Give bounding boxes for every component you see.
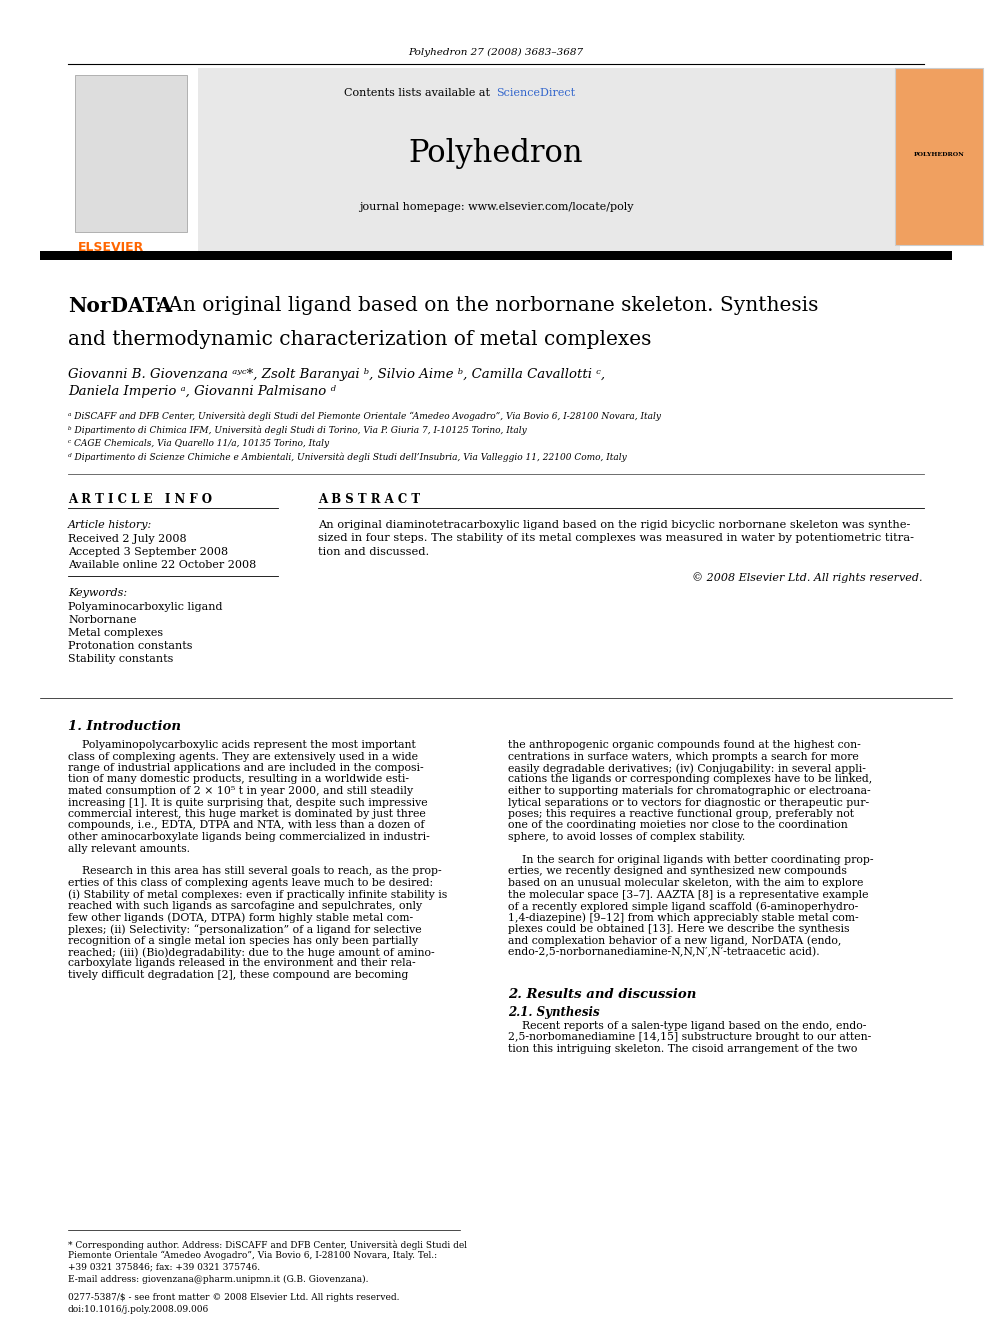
Text: easily degradable derivatives; (iv) Conjugability: in several appli-: easily degradable derivatives; (iv) Conj… bbox=[508, 763, 866, 774]
Text: ᵃ DiSCAFF and DFB Center, Università degli Studi del Piemonte Orientale “Amedeo : ᵃ DiSCAFF and DFB Center, Università deg… bbox=[68, 411, 661, 422]
Text: the molecular space [3–7]. AAZTA [8] is a representative example: the molecular space [3–7]. AAZTA [8] is … bbox=[508, 889, 869, 900]
Text: Polyhedron 27 (2008) 3683–3687: Polyhedron 27 (2008) 3683–3687 bbox=[409, 48, 583, 57]
Text: ᵈ Dipartimento di Scienze Chimiche e Ambientali, Università degli Studi dell’Ins: ᵈ Dipartimento di Scienze Chimiche e Amb… bbox=[68, 452, 627, 462]
Text: ᵇ Dipartimento di Chimica IFM, Università degli Studi di Torino, Via P. Giuria 7: ᵇ Dipartimento di Chimica IFM, Universit… bbox=[68, 426, 527, 435]
Text: of a recently explored simple ligand scaffold (6-aminoperhydro-: of a recently explored simple ligand sca… bbox=[508, 901, 858, 912]
Text: tion this intriguing skeleton. The cisoid arrangement of the two: tion this intriguing skeleton. The cisoi… bbox=[508, 1044, 857, 1054]
Text: commercial interest, this huge market is dominated by just three: commercial interest, this huge market is… bbox=[68, 808, 426, 819]
Text: increasing [1]. It is quite surprising that, despite such impressive: increasing [1]. It is quite surprising t… bbox=[68, 798, 428, 807]
Text: Research in this area has still several goals to reach, as the prop-: Research in this area has still several … bbox=[68, 867, 441, 877]
Bar bbox=[895, 67, 983, 245]
Text: compounds, i.e., EDTA, DTPA and NTA, with less than a dozen of: compounds, i.e., EDTA, DTPA and NTA, wit… bbox=[68, 820, 425, 831]
Text: Polyaminocarboxylic ligand: Polyaminocarboxylic ligand bbox=[68, 602, 222, 613]
Text: sized in four steps. The stability of its metal complexes was measured in water : sized in four steps. The stability of it… bbox=[318, 533, 914, 544]
Text: tively difficult degradation [2], these compound are becoming: tively difficult degradation [2], these … bbox=[68, 970, 409, 980]
Text: Protonation constants: Protonation constants bbox=[68, 642, 192, 651]
Text: Contents lists available at: Contents lists available at bbox=[343, 89, 493, 98]
Bar bbox=[40, 251, 952, 261]
Text: carboxylate ligands released in the environment and their rela-: carboxylate ligands released in the envi… bbox=[68, 958, 416, 968]
Text: and thermodynamic characterization of metal complexes: and thermodynamic characterization of me… bbox=[68, 329, 652, 349]
Text: Recent reports of a salen-type ligand based on the endo, endo-: Recent reports of a salen-type ligand ba… bbox=[508, 1021, 866, 1031]
Text: Giovanni B. Giovenzana ᵃʸᶜ*, Zsolt Baranyai ᵇ, Silvio Aime ᵇ, Camilla Cavallotti: Giovanni B. Giovenzana ᵃʸᶜ*, Zsolt Baran… bbox=[68, 368, 605, 381]
Text: one of the coordinating moieties nor close to the coordination: one of the coordinating moieties nor clo… bbox=[508, 820, 848, 831]
Text: Keywords:: Keywords: bbox=[68, 587, 127, 598]
Text: Stability constants: Stability constants bbox=[68, 654, 174, 664]
Text: plexes; (ii) Selectivity: “personalization” of a ligand for selective: plexes; (ii) Selectivity: “personalizati… bbox=[68, 923, 422, 935]
Text: endo-2,5-norbornanediamine-N,N,N′,N′-tetraacetic acid).: endo-2,5-norbornanediamine-N,N,N′,N′-tet… bbox=[508, 947, 819, 958]
Text: and complexation behavior of a new ligand, NorDATA (endo,: and complexation behavior of a new ligan… bbox=[508, 935, 841, 946]
Text: either to supporting materials for chromatographic or electroana-: either to supporting materials for chrom… bbox=[508, 786, 871, 796]
Text: Piemonte Orientale “Amedeo Avogadro”, Via Bovio 6, I-28100 Novara, Italy. Tel.:: Piemonte Orientale “Amedeo Avogadro”, Vi… bbox=[68, 1252, 437, 1261]
Text: Article history:: Article history: bbox=[68, 520, 152, 531]
Text: plexes could be obtained [13]. Here we describe the synthesis: plexes could be obtained [13]. Here we d… bbox=[508, 923, 849, 934]
Text: the anthropogenic organic compounds found at the highest con-: the anthropogenic organic compounds foun… bbox=[508, 740, 861, 750]
Text: ScienceDirect: ScienceDirect bbox=[496, 89, 575, 98]
Text: Received 2 July 2008: Received 2 July 2008 bbox=[68, 534, 186, 544]
Text: ELSEVIER: ELSEVIER bbox=[78, 241, 144, 254]
Text: 2,5-norbomanediamine [14,15] substructure brought to our atten-: 2,5-norbomanediamine [14,15] substructur… bbox=[508, 1032, 871, 1043]
Text: ᶜ CAGE Chemicals, Via Quarello 11/a, 10135 Torino, Italy: ᶜ CAGE Chemicals, Via Quarello 11/a, 101… bbox=[68, 439, 329, 448]
Bar bbox=[68, 67, 900, 251]
Text: Available online 22 October 2008: Available online 22 October 2008 bbox=[68, 560, 256, 570]
Text: : An original ligand based on the norbornane skeleton. Synthesis: : An original ligand based on the norbor… bbox=[155, 296, 818, 315]
Text: doi:10.1016/j.poly.2008.09.006: doi:10.1016/j.poly.2008.09.006 bbox=[68, 1304, 209, 1314]
Text: 0277-5387/$ - see front matter © 2008 Elsevier Ltd. All rights reserved.: 0277-5387/$ - see front matter © 2008 El… bbox=[68, 1293, 400, 1302]
Text: 2. Results and discussion: 2. Results and discussion bbox=[508, 988, 696, 1002]
Text: Accepted 3 September 2008: Accepted 3 September 2008 bbox=[68, 546, 228, 557]
Text: erties of this class of complexing agents leave much to be desired:: erties of this class of complexing agent… bbox=[68, 878, 434, 888]
Text: In the search for original ligands with better coordinating prop-: In the search for original ligands with … bbox=[508, 855, 874, 865]
Text: erties, we recently designed and synthesized new compounds: erties, we recently designed and synthes… bbox=[508, 867, 847, 877]
Text: POLYHEDRON: POLYHEDRON bbox=[914, 152, 964, 157]
Text: reached; (iii) (Bio)degradability: due to the huge amount of amino-: reached; (iii) (Bio)degradability: due t… bbox=[68, 947, 434, 958]
Text: sphere, to avoid losses of complex stability.: sphere, to avoid losses of complex stabi… bbox=[508, 832, 745, 841]
Text: 1,4-diazepine) [9–12] from which appreciably stable metal com-: 1,4-diazepine) [9–12] from which appreci… bbox=[508, 913, 859, 923]
Bar bbox=[75, 75, 187, 232]
Text: poses; this requires a reactive functional group, preferably not: poses; this requires a reactive function… bbox=[508, 808, 854, 819]
Text: Metal complexes: Metal complexes bbox=[68, 628, 163, 638]
Text: based on an unusual molecular skeleton, with the aim to explore: based on an unusual molecular skeleton, … bbox=[508, 878, 863, 888]
Text: A B S T R A C T: A B S T R A C T bbox=[318, 493, 421, 505]
Text: +39 0321 375846; fax: +39 0321 375746.: +39 0321 375846; fax: +39 0321 375746. bbox=[68, 1262, 260, 1271]
Text: Polyaminopolycarboxylic acids represent the most important: Polyaminopolycarboxylic acids represent … bbox=[68, 740, 416, 750]
Text: class of complexing agents. They are extensively used in a wide: class of complexing agents. They are ext… bbox=[68, 751, 418, 762]
Text: Polyhedron: Polyhedron bbox=[409, 138, 583, 169]
Text: centrations in surface waters, which prompts a search for more: centrations in surface waters, which pro… bbox=[508, 751, 859, 762]
Text: E-mail address: giovenzana@pharm.unipmn.it (G.B. Giovenzana).: E-mail address: giovenzana@pharm.unipmn.… bbox=[68, 1275, 368, 1285]
Text: NorDATA: NorDATA bbox=[68, 296, 173, 316]
Text: © 2008 Elsevier Ltd. All rights reserved.: © 2008 Elsevier Ltd. All rights reserved… bbox=[691, 572, 922, 582]
Text: tion and discussed.: tion and discussed. bbox=[318, 546, 430, 557]
Text: few other ligands (DOTA, DTPA) form highly stable metal com-: few other ligands (DOTA, DTPA) form high… bbox=[68, 913, 413, 923]
Text: A R T I C L E   I N F O: A R T I C L E I N F O bbox=[68, 493, 212, 505]
Text: other aminocarboxylate ligands being commercialized in industri-: other aminocarboxylate ligands being com… bbox=[68, 832, 430, 841]
Text: ally relevant amounts.: ally relevant amounts. bbox=[68, 844, 190, 853]
Text: journal homepage: www.elsevier.com/locate/poly: journal homepage: www.elsevier.com/locat… bbox=[359, 202, 633, 212]
Text: cations the ligands or corresponding complexes have to be linked,: cations the ligands or corresponding com… bbox=[508, 774, 872, 785]
Bar bbox=[68, 67, 198, 251]
Text: reached with such ligands as sarcofagine and sepulchrates, only: reached with such ligands as sarcofagine… bbox=[68, 901, 423, 912]
Text: lytical separations or to vectors for diagnostic or therapeutic pur-: lytical separations or to vectors for di… bbox=[508, 798, 869, 807]
Text: Norbornane: Norbornane bbox=[68, 615, 137, 624]
Text: tion of many domestic products, resulting in a worldwide esti-: tion of many domestic products, resultin… bbox=[68, 774, 409, 785]
Text: * Corresponding author. Address: DiSCAFF and DFB Center, Università degli Studi : * Corresponding author. Address: DiSCAFF… bbox=[68, 1240, 467, 1250]
Text: (i) Stability of metal complexes: even if practically infinite stability is: (i) Stability of metal complexes: even i… bbox=[68, 889, 447, 900]
Text: 1. Introduction: 1. Introduction bbox=[68, 720, 181, 733]
Text: 2.1. Synthesis: 2.1. Synthesis bbox=[508, 1005, 599, 1019]
Text: range of industrial applications and are included in the composi-: range of industrial applications and are… bbox=[68, 763, 424, 773]
Text: mated consumption of 2 × 10⁵ t in year 2000, and still steadily: mated consumption of 2 × 10⁵ t in year 2… bbox=[68, 786, 413, 796]
Text: Daniela Imperio ᵃ, Giovanni Palmisano ᵈ: Daniela Imperio ᵃ, Giovanni Palmisano ᵈ bbox=[68, 385, 335, 398]
Text: recognition of a single metal ion species has only been partially: recognition of a single metal ion specie… bbox=[68, 935, 418, 946]
Text: An original diaminotetracarboxylic ligand based on the rigid bicyclic norbornane: An original diaminotetracarboxylic ligan… bbox=[318, 520, 911, 531]
